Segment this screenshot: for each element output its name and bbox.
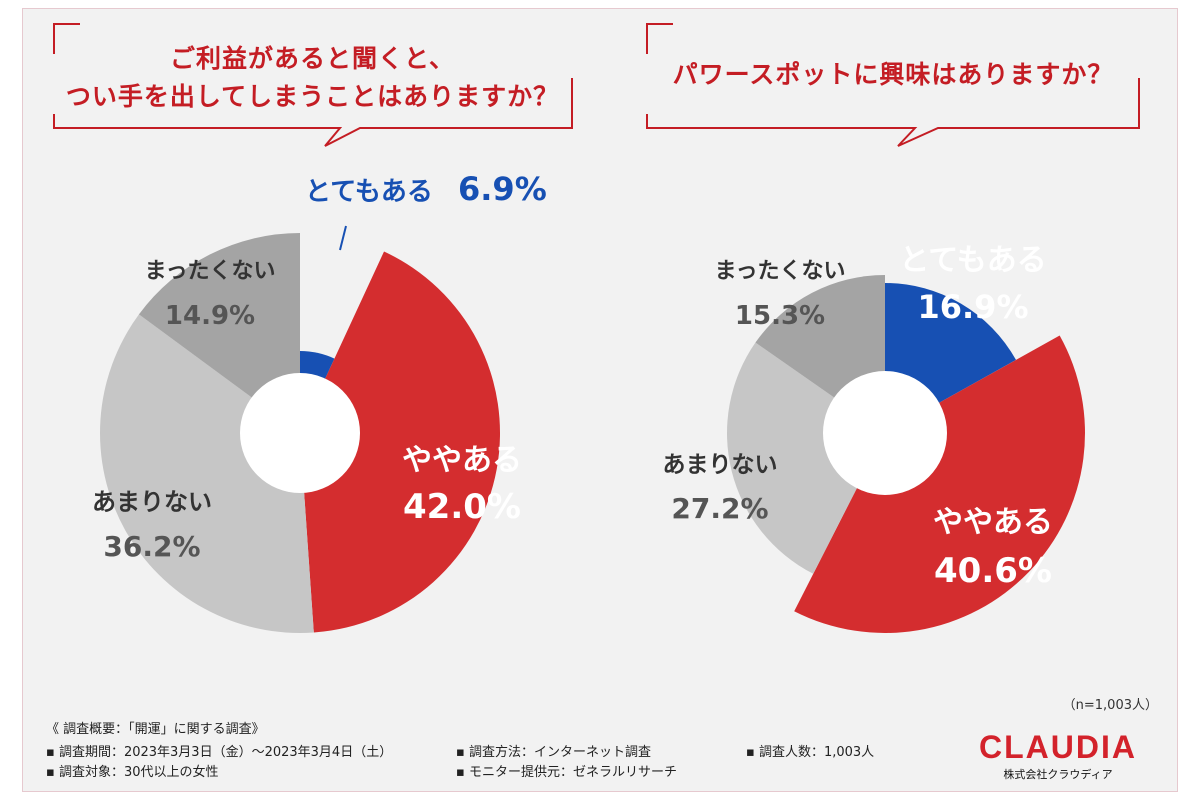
logo-brand: CLAUDIA [979, 729, 1137, 765]
survey-count: ▪ 調査人数：1,003人 [746, 745, 875, 760]
chart-2-value-label-not-at-all: 15.3% [735, 301, 825, 331]
chart-2-value-label-very: 16.9% [917, 288, 1028, 326]
chart-1-center-hole [240, 373, 360, 493]
chart-2-category-label-somewhat: ややある [933, 505, 1053, 540]
sample-size-note: （n=1,003人） [1062, 698, 1158, 713]
question-bracket-1 [53, 23, 573, 147]
chart-2-category-label-very: とてもある [899, 243, 1047, 278]
chart-1-leader-line-very [339, 225, 347, 251]
survey-summary: 《 調査概要：「開運」に関する調査》 ▪ 調査期間：2023年3月3日（金）〜2… [46, 718, 906, 781]
chart-1-value-label-somewhat: 42.0% [403, 487, 521, 527]
survey-target: ▪ 調査対象：30代以上の女性 [46, 765, 219, 780]
question-box-2: パワースポットに興味はありますか？ [633, 18, 1153, 148]
question-bracket-2 [646, 23, 1140, 147]
chart-2-slice-somewhat [794, 335, 1085, 633]
chart-1-category-label-not-much: あまりない [92, 488, 212, 516]
chart-1-value-label-not-much: 36.2% [103, 530, 200, 563]
chart-1-value-label-very: 6.9% [458, 170, 547, 208]
chart-2-value-label-somewhat: 40.6% [934, 551, 1052, 591]
question-box-1: ご利益があると聞くと、 つい手を出してしまうことはありますか？ [40, 18, 585, 148]
chart-2-slice-not-much [727, 342, 885, 574]
survey-provider: ▪ モニター提供元：ゼネラルリサーチ [456, 765, 677, 780]
company-logo: CLAUDIA 株式会社クラウディア [958, 730, 1158, 782]
chart-2-center-hole [823, 371, 947, 495]
chart-2-value-label-not-much: 27.2% [671, 492, 768, 525]
survey-method: ▪ 調査方法：インターネット調査 [456, 745, 651, 760]
logo-company: 株式会社クラウディア [1003, 768, 1113, 781]
question-2-line-1: パワースポットに興味はありますか？ [672, 60, 1114, 89]
chart-1-slice-not-at-all [138, 233, 300, 433]
chart-1-slice-not-much [100, 314, 314, 633]
chart-1-value-label-not-at-all: 14.9% [165, 301, 255, 331]
survey-period: ▪ 調査期間：2023年3月3日（金）〜2023年3月4日（土） [46, 745, 393, 760]
survey-summary-title: 《 調査概要：「開運」に関する調査》 [46, 722, 265, 737]
chart-1-slice-somewhat [300, 251, 501, 633]
question-1-line-2: つい手を出してしまうことはありますか？ [65, 82, 560, 111]
chart-1-category-label-somewhat: ややある [402, 443, 522, 478]
question-1-line-1: ご利益があると聞くと、 [169, 44, 455, 73]
chart-1-category-label-not-at-all: まったくない [144, 259, 275, 284]
chart-2-category-label-not-much: あまりない [663, 452, 778, 478]
chart-2-category-label-not-at-all: まったくない [714, 259, 845, 284]
chart-1-category-label-very: とてもある [305, 177, 433, 207]
